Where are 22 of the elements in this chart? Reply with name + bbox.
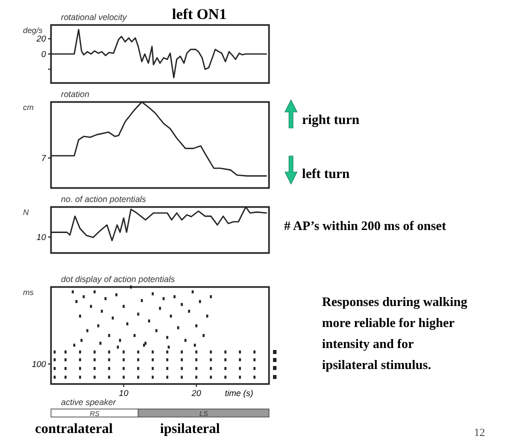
chart-title: dot display of action potentials <box>61 274 176 284</box>
y-axis-title: N <box>23 208 29 217</box>
text: 7 <box>41 152 46 163</box>
text: 10 <box>36 232 46 242</box>
text: 100 <box>32 358 46 369</box>
y-axis-title: deg/s <box>23 26 43 35</box>
x-axis-title: time (s) <box>224 388 254 398</box>
chart-title: active speaker <box>61 397 117 407</box>
y-axis-title: ms <box>23 288 34 297</box>
chart-title: rotation <box>61 89 90 99</box>
text: right turn <box>302 112 360 127</box>
y-tick-label: 0 <box>41 48 46 59</box>
text: contralateral <box>35 422 113 437</box>
y-axis-title: cm <box>23 103 34 112</box>
text: 12 <box>474 427 485 438</box>
text: ipsilateral <box>160 422 220 437</box>
chart-title: no. of action potentials <box>61 194 147 204</box>
chart-title: rotational velocity <box>61 12 128 22</box>
text: left ON1 <box>172 7 227 23</box>
text: Responses during walking more reliable for higher intensity and for ipsilateral stimulus. <box>322 294 468 372</box>
text: # AP’s within 200 ms of onset <box>284 218 447 233</box>
text: left turn <box>302 166 350 181</box>
